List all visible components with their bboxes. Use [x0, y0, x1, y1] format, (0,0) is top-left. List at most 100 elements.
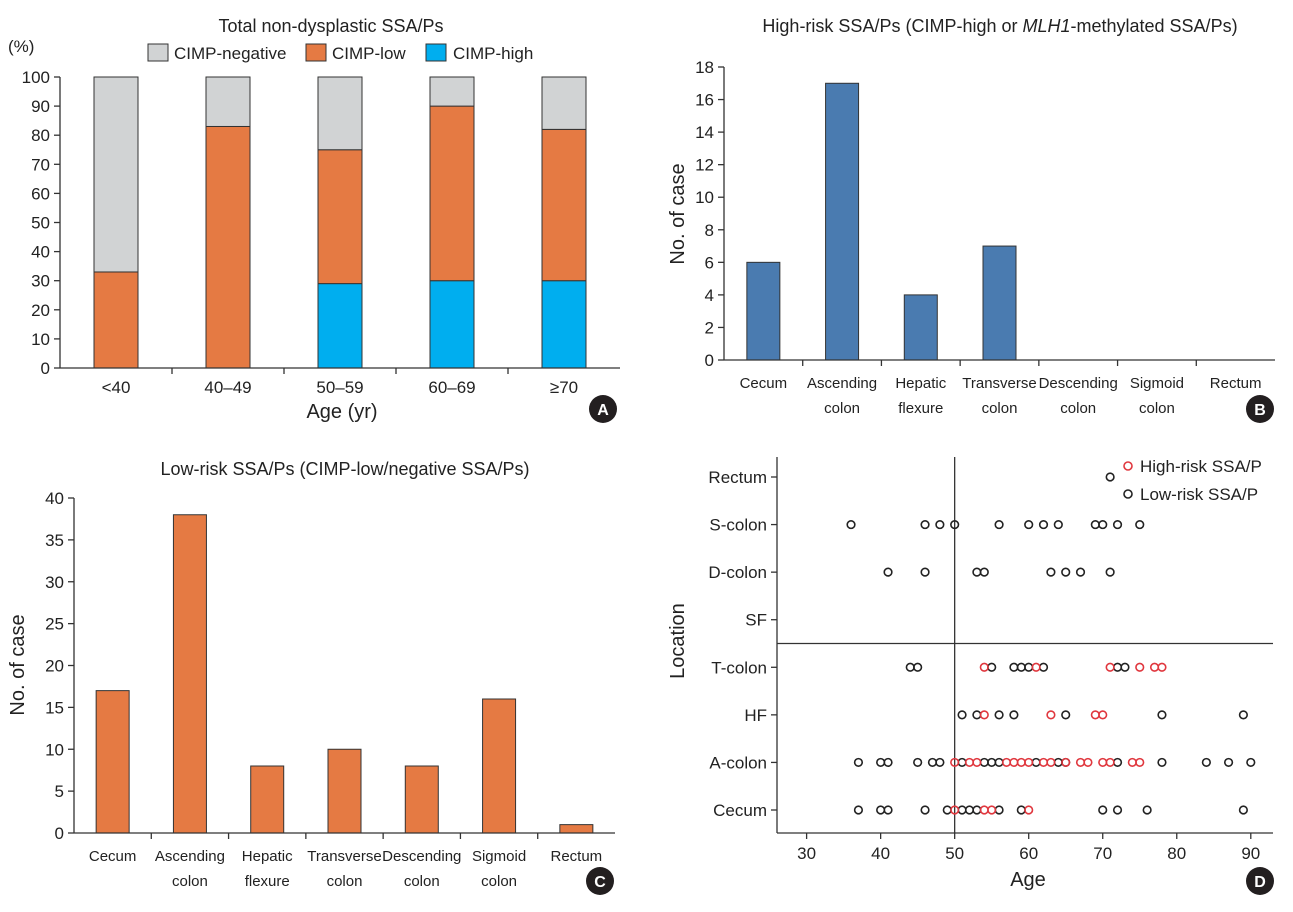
panel-c-xtick-label: Transverse	[307, 848, 381, 865]
point-low-risk-t-colon	[1112, 662, 1123, 672]
point-low-risk-s-colon	[950, 519, 960, 530]
point-low-risk-t-colon	[1120, 662, 1130, 672]
bar-cimp-negative-60-69	[429, 76, 475, 107]
panel-d-xtick-label: 50	[945, 844, 964, 863]
point-low-risk-cecum	[1238, 805, 1248, 815]
panel-c-xtick-label: colon	[404, 873, 440, 890]
point-high-risk-a-colon	[1135, 757, 1145, 768]
panel-c-ytick-label: 25	[45, 615, 64, 634]
panel-b-ytick-label: 12	[695, 156, 714, 175]
legend-swatch-cimp-high	[425, 43, 447, 62]
panel-b-xtick-label: Descending	[1039, 375, 1118, 392]
point-low-risk-hf	[1009, 710, 1019, 720]
point-high-risk-t-colon	[1149, 662, 1160, 672]
panel-c-ytick-label: 10	[45, 740, 64, 759]
point-low-risk-s-colon	[1098, 519, 1108, 530]
panel-d-ytick-label-d-colon: D-colon	[708, 563, 767, 582]
panel-c-badge-circle	[586, 867, 614, 895]
panel-d-xtick-label: 60	[1019, 844, 1038, 863]
panel-d-badge-letter: D	[1254, 874, 1266, 891]
panel-d-xtick-label: 80	[1167, 844, 1186, 863]
panel-b-bar-transverse-colon	[982, 245, 1017, 361]
panel-a-title: Total non-dysplastic SSA/Ps	[218, 16, 443, 36]
point-low-risk-a-colon	[1112, 757, 1123, 768]
point-low-risk-s-colon	[1135, 519, 1145, 530]
point-low-risk-cecum	[942, 805, 952, 815]
point-high-risk-a-colon	[1083, 757, 1093, 768]
point-high-risk-a-colon	[964, 757, 975, 768]
point-low-risk-d-colon	[972, 567, 982, 577]
point-high-risk-a-colon	[1105, 757, 1115, 768]
point-low-risk-s-colon	[846, 519, 856, 530]
bar-cimp-high-50-59	[317, 283, 363, 369]
point-low-risk-cecum	[853, 805, 864, 815]
point-low-risk-s-colon	[1112, 519, 1123, 530]
point-low-risk-a-colon	[883, 757, 893, 768]
panel-b-xaxis-ticks: Cecum Ascending colon Hepatic flexure Transve…	[740, 360, 1262, 417]
point-high-risk-a-colon	[1038, 757, 1049, 768]
panel-c-xtick-label: Ascending	[155, 848, 225, 865]
panel-b-xtick-label: Rectum	[1210, 375, 1262, 392]
panel-c-xtick-label: Hepatic	[242, 848, 293, 865]
point-low-risk-a-colon	[987, 757, 997, 768]
panel-d-legend: High-risk SSA/P Low-risk SSA/P	[1123, 457, 1262, 504]
bar-cimp-low-40	[93, 271, 139, 369]
panel-d-xtick-label: 90	[1241, 844, 1260, 863]
point-low-risk-a-colon	[853, 757, 864, 768]
point-high-risk-t-colon	[1105, 662, 1115, 672]
legend-label-cimp-negative: CIMP-negative	[174, 44, 286, 63]
point-high-risk-a-colon	[972, 757, 982, 768]
point-low-risk-d-colon	[920, 567, 930, 577]
panel-b-ytick-label: 4	[705, 286, 714, 305]
panel-d-ytick-label-s-colon: S-colon	[709, 516, 767, 535]
point-high-risk-a-colon	[1016, 757, 1026, 768]
panel-c-title: Low-risk SSA/Ps (CIMP-low/negative SSA/P…	[160, 459, 529, 479]
point-low-risk-a-colon	[935, 757, 945, 768]
panel-b-badge-letter: B	[1254, 402, 1266, 419]
point-low-risk-s-colon	[1038, 519, 1049, 530]
panel-b-badge: B	[1246, 395, 1274, 423]
panel-c-xtick-label: colon	[481, 873, 517, 890]
bar-cimp-negative-50-59	[317, 76, 363, 151]
point-high-risk-a-colon	[950, 757, 960, 768]
point-low-risk-hf	[1061, 710, 1071, 720]
panel-d-xaxis-ticks: 30 40 50 60 70 80 90	[797, 833, 1260, 863]
point-low-risk-a-colon	[994, 757, 1004, 768]
point-low-risk-cecum	[972, 805, 982, 815]
panel-d-ytick-label-cecum: Cecum	[713, 801, 767, 820]
panel-a-xtick-label: ≥70	[550, 378, 578, 397]
panel-b-ytick-label: 8	[705, 221, 714, 240]
panel-b-xtick-label: colon	[824, 400, 860, 417]
panel-b-bars	[746, 82, 1017, 361]
point-low-risk-a-colon	[927, 757, 938, 768]
panel-a-badge-letter: A	[597, 402, 609, 419]
panel-b-xtick-label: Sigmoid	[1130, 375, 1184, 392]
panel-a-xtick-label: 40–49	[204, 378, 251, 397]
panel-c-ytick-label: 0	[55, 824, 64, 843]
point-low-risk-s-colon	[1090, 519, 1100, 530]
panel-d-xtick-label: 40	[871, 844, 890, 863]
point-low-risk-a-colon	[957, 757, 967, 768]
panel-c-bar-transverse-colon	[327, 748, 362, 834]
panel-d-yaxis-ticks: Cecum A-colon HF T-colon SF D-colon S-colon Rec…	[708, 468, 777, 820]
point-low-risk-t-colon	[1038, 662, 1049, 672]
panel-b-title: High-risk SSA/Ps (CIMP-high or MLH1-meth…	[762, 16, 1237, 36]
point-low-risk-d-colon	[883, 567, 893, 577]
point-low-risk-hf	[972, 710, 982, 720]
point-low-risk-a-colon	[1246, 757, 1256, 768]
panel-a-bars	[93, 76, 587, 369]
panel-a-ytick-label: 10	[31, 330, 50, 349]
panel-c-badge-letter: C	[594, 874, 606, 891]
panel-c-ytick-label: 15	[45, 698, 64, 717]
panel-a-ytick-label: 0	[41, 359, 50, 378]
bar-cimp-negative-70	[541, 76, 587, 130]
point-high-risk-a-colon	[1046, 757, 1056, 768]
panel-b-xtick-label: colon	[1060, 400, 1096, 417]
panel-a-ytick-label: 40	[31, 243, 50, 262]
point-low-risk-hf	[1238, 710, 1248, 720]
point-low-risk-cecum	[957, 805, 967, 815]
point-high-risk-hf	[1098, 710, 1108, 720]
panel-d-ytick-label-a-colon: A-colon	[709, 753, 767, 772]
point-low-risk-a-colon	[1031, 757, 1041, 768]
